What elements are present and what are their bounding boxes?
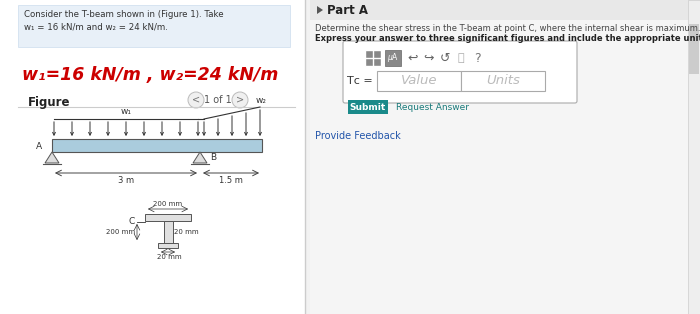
Bar bbox=[310, 0, 700, 20]
Circle shape bbox=[232, 92, 248, 108]
Polygon shape bbox=[45, 152, 59, 163]
Text: A: A bbox=[36, 142, 42, 151]
Bar bbox=[0, 0, 305, 314]
Text: Part A: Part A bbox=[327, 3, 368, 17]
Text: 1.5 m: 1.5 m bbox=[219, 176, 243, 185]
Text: 200 mm: 200 mm bbox=[106, 229, 135, 235]
Text: 200 mm: 200 mm bbox=[153, 201, 183, 207]
Text: 1 of 1: 1 of 1 bbox=[204, 95, 232, 105]
Text: Figure: Figure bbox=[28, 96, 71, 109]
Bar bbox=[145, 214, 191, 221]
Bar bbox=[689, 24, 699, 74]
Text: ?: ? bbox=[474, 51, 480, 64]
Text: C: C bbox=[129, 218, 135, 226]
Text: >: > bbox=[236, 95, 244, 105]
Text: Request Answer: Request Answer bbox=[396, 102, 469, 111]
Text: ⬜: ⬜ bbox=[458, 53, 464, 63]
Polygon shape bbox=[193, 152, 207, 163]
Text: Express your answer to three significant figures and include the appropriate uni: Express your answer to three significant… bbox=[315, 34, 700, 43]
Bar bbox=[18, 5, 290, 47]
Text: Value: Value bbox=[400, 74, 438, 88]
Text: Units: Units bbox=[486, 74, 520, 88]
Text: B: B bbox=[210, 153, 216, 162]
Polygon shape bbox=[317, 6, 323, 14]
Text: Tᴄ =: Tᴄ = bbox=[347, 76, 373, 86]
Text: Submit: Submit bbox=[350, 102, 386, 111]
Bar bbox=[377, 71, 461, 91]
Text: 3 m: 3 m bbox=[118, 176, 134, 185]
Bar bbox=[688, 0, 700, 314]
Circle shape bbox=[188, 92, 204, 108]
Bar bbox=[348, 100, 388, 114]
FancyBboxPatch shape bbox=[343, 41, 577, 103]
Text: ↪: ↪ bbox=[424, 51, 434, 64]
Text: 20 mm: 20 mm bbox=[174, 229, 199, 235]
Text: ↺: ↺ bbox=[440, 51, 450, 64]
Bar bbox=[164, 221, 172, 243]
Text: w₂: w₂ bbox=[256, 96, 267, 105]
Bar bbox=[52, 139, 262, 152]
Text: $\mu$A: $\mu$A bbox=[387, 51, 399, 64]
Text: 20 mm: 20 mm bbox=[157, 254, 181, 260]
Text: <: < bbox=[192, 95, 200, 105]
Bar bbox=[158, 243, 178, 248]
Bar bbox=[365, 50, 381, 66]
Text: Provide Feedback: Provide Feedback bbox=[315, 131, 400, 141]
Text: w₁ = 16 kN/m and w₂ = 24 kN/m.: w₁ = 16 kN/m and w₂ = 24 kN/m. bbox=[24, 22, 168, 31]
Bar bbox=[310, 0, 700, 314]
Text: w₁=16 kN/m , w₂=24 kN/m: w₁=16 kN/m , w₂=24 kN/m bbox=[22, 66, 279, 84]
Text: Determine the shear stress in the T-beam at point C, where the internal shear is: Determine the shear stress in the T-beam… bbox=[315, 24, 700, 33]
Bar bbox=[461, 71, 545, 91]
Text: Consider the T-beam shown in (Figure 1). Take: Consider the T-beam shown in (Figure 1).… bbox=[24, 10, 223, 19]
Text: ↩: ↩ bbox=[407, 51, 419, 64]
Text: w₁: w₁ bbox=[120, 107, 132, 116]
Bar bbox=[385, 50, 401, 66]
